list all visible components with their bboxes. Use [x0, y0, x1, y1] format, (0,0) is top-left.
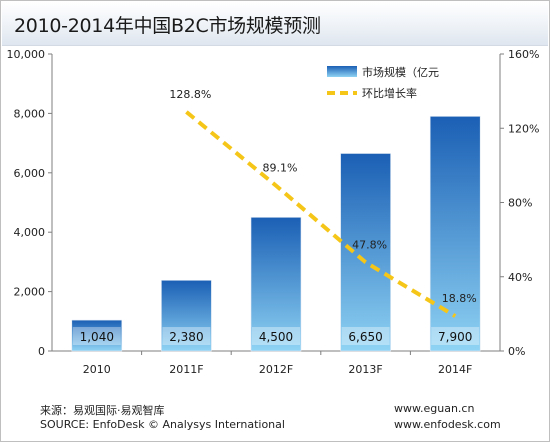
- bar-2010: [71, 319, 123, 352]
- x-tick-label: 2012F: [259, 363, 293, 376]
- y-tick-label-left: 6,000: [14, 167, 46, 180]
- growth-line: [185, 110, 457, 318]
- y-tick-label-left: 8,000: [14, 107, 46, 120]
- y-tick-label-left: 4,000: [14, 226, 46, 239]
- axes: 0 2,000 4,000 6,000 8,000 10,000 0% 40% 80% 120% 1…: [7, 48, 540, 376]
- chart-title: 2010-2014年中国B2C市场规模预测: [14, 15, 321, 37]
- url-eguan[interactable]: www.eguan.cn: [394, 402, 475, 415]
- y-tick-label-right: 40%: [508, 271, 532, 284]
- x-tick-label: 2013F: [348, 363, 382, 376]
- bar-series: [71, 116, 481, 352]
- bar-value-label: 7,900: [438, 330, 472, 344]
- growth-value-label: 89.1%: [263, 162, 298, 175]
- url-enfodesk[interactable]: www.enfodesk.com: [394, 418, 501, 431]
- legend: 市场规模（亿元 环比增长率: [327, 65, 439, 100]
- bar-value-label: 1,040: [80, 330, 114, 344]
- bar-label-box: [341, 327, 390, 345]
- title-band: 2010-2014年中国B2C市场规模预测: [2, 2, 548, 46]
- growth-value-label: 128.8%: [169, 88, 211, 101]
- source-en: SOURCE: EnfoDesk © Analysys Internationa…: [40, 418, 285, 431]
- bar-2011F: [161, 280, 212, 352]
- y-tick-label-right: 160%: [508, 48, 539, 61]
- bar-label-box: [252, 327, 300, 345]
- bar-label-box: [72, 327, 121, 345]
- x-tick-label: 2011F: [169, 363, 203, 376]
- growth-line-series: [185, 110, 457, 318]
- legend-label-bars: 市场规模（亿元: [362, 65, 439, 79]
- y-tick-label-right: 80%: [508, 197, 532, 210]
- x-tick-label: 2014F: [438, 363, 472, 376]
- legend-swatch-bars: [327, 66, 357, 77]
- y-tick-label-left: 2,000: [14, 286, 46, 299]
- growth-value-label: 47.8%: [352, 238, 387, 251]
- y-tick-label-left: 10,000: [7, 48, 46, 61]
- y-tick-label-left: 0: [38, 345, 45, 358]
- y-tick-label-right: 120%: [508, 122, 539, 135]
- legend-label-line: 环比增长率: [362, 86, 417, 100]
- x-tick-label: 2010: [83, 363, 111, 376]
- bar-2014F: [429, 116, 481, 352]
- bar-value-label: 4,500: [259, 330, 293, 344]
- bar-value-label: 2,380: [169, 330, 203, 344]
- growth-value-label: 18.8%: [442, 292, 477, 305]
- growth-labels: 128.8% 89.1% 47.8% 18.8%: [169, 88, 476, 305]
- bar-2012F: [250, 217, 302, 352]
- bar-label-box: [162, 327, 211, 345]
- bar-labels: 1,040 2,380 4,500 6,650 7,900: [72, 327, 480, 345]
- bar-value-label: 6,650: [348, 330, 382, 344]
- y-tick-label-right: 0%: [508, 345, 525, 358]
- bar-2013F: [340, 153, 391, 352]
- bar-label-box: [431, 327, 480, 345]
- source-cn: 来源：易观国际·易观智库: [40, 404, 165, 417]
